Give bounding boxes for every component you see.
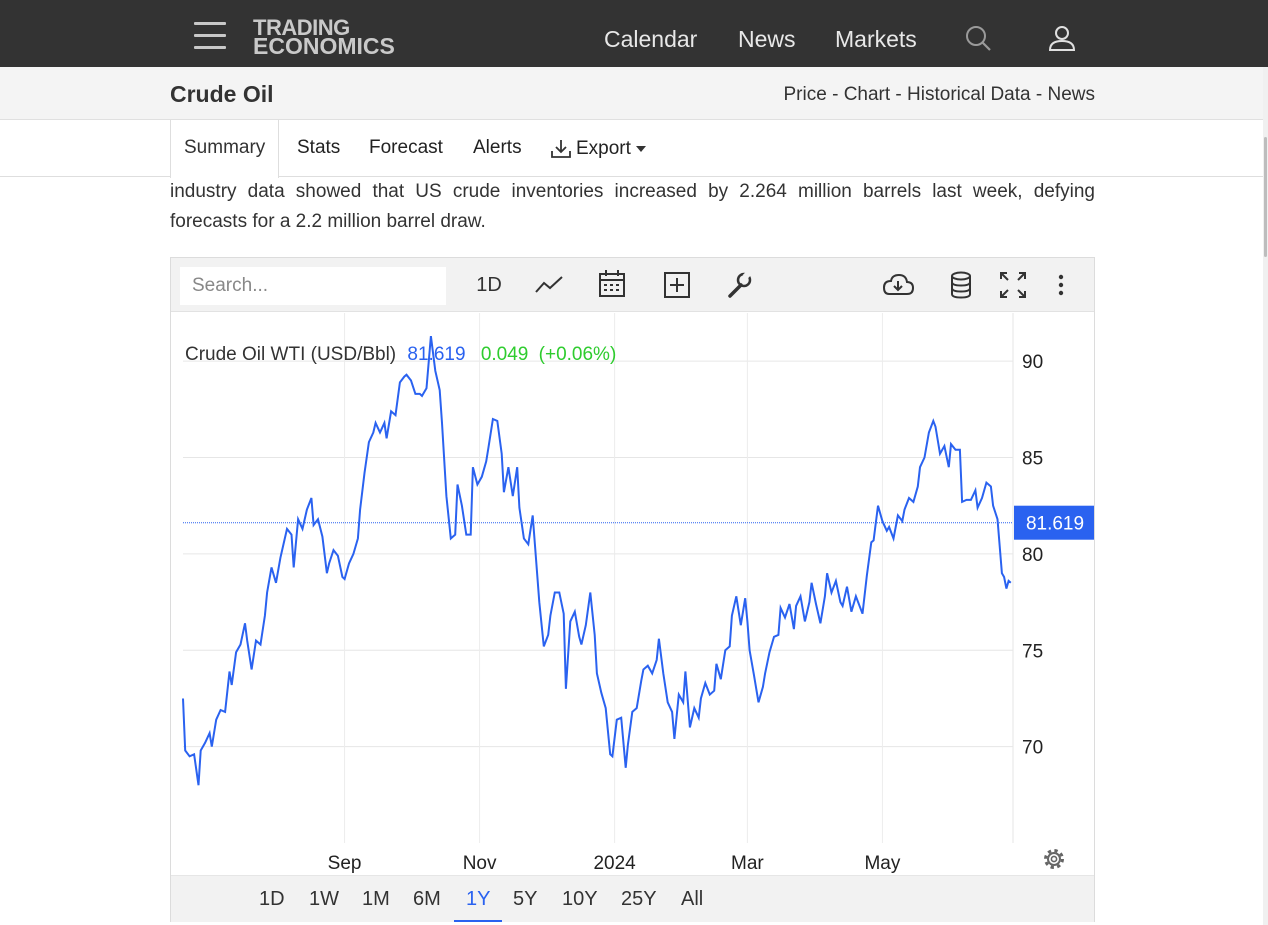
user-icon[interactable] bbox=[1047, 24, 1077, 54]
tab-export-label: Export bbox=[576, 137, 631, 159]
chart-grid bbox=[171, 313, 1014, 843]
sublink-chart[interactable]: Chart bbox=[843, 84, 891, 105]
plot-area bbox=[171, 313, 1013, 843]
sublink-news[interactable]: News bbox=[1047, 84, 1095, 105]
interval-button[interactable]: 1D bbox=[476, 273, 502, 296]
nav-link-calendar[interactable]: Calendar bbox=[604, 26, 698, 52]
article-text: industry data showed that US crude inven… bbox=[170, 181, 1095, 232]
legend-last-value: 81.619 bbox=[407, 344, 465, 365]
menu-icon[interactable] bbox=[194, 22, 226, 50]
price-tag-value: 81.619 bbox=[1026, 514, 1084, 535]
title-bar: Crude Oil Price - Chart - Historical Dat… bbox=[0, 67, 1268, 120]
range-1y[interactable]: 1Y bbox=[466, 888, 491, 910]
x-axis: Sep Nov 2024 Mar May bbox=[328, 853, 901, 874]
range-1m[interactable]: 1M bbox=[362, 888, 390, 910]
x-tick-label: Sep bbox=[328, 853, 362, 874]
separator: - bbox=[826, 84, 844, 105]
x-tick-label: Mar bbox=[731, 853, 764, 874]
logo-line-1: TRADING bbox=[253, 15, 350, 40]
x-tick-label: 2024 bbox=[593, 853, 636, 874]
trading-economics-logo[interactable]: TRADING ECONOMICS bbox=[253, 15, 395, 59]
more-vertical-icon[interactable] bbox=[1049, 268, 1073, 302]
y-tick-label: 70 bbox=[1022, 738, 1043, 759]
tab-summary[interactable]: Summary bbox=[170, 120, 280, 178]
fullscreen-icon[interactable] bbox=[998, 268, 1028, 302]
separator: - bbox=[1030, 84, 1048, 105]
chart-settings-icon[interactable] bbox=[1044, 849, 1064, 869]
chart-title: Crude Oil WTI (USD/Bbl) bbox=[185, 344, 396, 365]
tab-alerts[interactable]: Alerts bbox=[473, 137, 522, 158]
nav-link-news[interactable]: News bbox=[738, 26, 796, 52]
tab-stats[interactable]: Stats bbox=[297, 137, 341, 158]
range-all[interactable]: All bbox=[681, 888, 704, 910]
top-navbar: TRADING ECONOMICS Calendar News Markets bbox=[0, 0, 1268, 67]
x-tick-label: May bbox=[864, 853, 900, 874]
range-6m[interactable]: 6M bbox=[413, 888, 441, 910]
active-range-underline bbox=[454, 920, 502, 922]
tab-bar: Summary Stats Forecast Alerts Export bbox=[0, 120, 1268, 178]
chart-legend: Crude Oil WTI (USD/Bbl) 81.619 0.049 (+0… bbox=[185, 344, 616, 365]
sublink-price[interactable]: Price bbox=[783, 84, 827, 105]
range-selector: 1D 1W 1M 6M 1Y 5Y 10Y 25Y All bbox=[171, 875, 1094, 922]
nav-link-markets[interactable]: Markets bbox=[835, 26, 917, 52]
scrollbar-thumb[interactable] bbox=[1264, 137, 1267, 257]
range-10y[interactable]: 10Y bbox=[562, 888, 598, 910]
price-series-line bbox=[182, 335, 1012, 786]
caret-down-icon bbox=[635, 145, 646, 152]
calendar-icon[interactable] bbox=[596, 268, 628, 302]
price-tag-box bbox=[1014, 505, 1094, 540]
page-title: Crude Oil bbox=[170, 81, 274, 107]
chart-widget: 1D bbox=[170, 257, 1095, 922]
y-tick-label: 85 bbox=[1022, 449, 1043, 470]
price-tag: 81.619 bbox=[1014, 505, 1094, 540]
y-axis: 70 75 80 85 90 bbox=[1022, 352, 1043, 758]
x-tick-label: Nov bbox=[463, 853, 497, 874]
y-tick-label: 80 bbox=[1022, 545, 1043, 566]
range-1w[interactable]: 1W bbox=[309, 888, 339, 910]
add-compare-icon[interactable] bbox=[661, 268, 693, 302]
sub-navigation: Price - Chart - Historical Data - News bbox=[784, 84, 1096, 106]
download-icon bbox=[551, 139, 571, 158]
search-icon[interactable] bbox=[964, 24, 994, 54]
line-chart-icon[interactable] bbox=[533, 268, 565, 302]
separator: - bbox=[890, 84, 908, 105]
range-1d[interactable]: 1D bbox=[259, 888, 285, 910]
y-tick-label: 90 bbox=[1022, 352, 1043, 373]
database-icon[interactable] bbox=[946, 268, 976, 302]
legend-change-pct: (+0.06%) bbox=[539, 344, 617, 365]
tab-export[interactable]: Export bbox=[537, 120, 660, 177]
page-scrollbar[interactable] bbox=[1263, 67, 1268, 925]
wrench-icon[interactable] bbox=[722, 268, 754, 302]
symbol-search-input[interactable] bbox=[180, 267, 446, 305]
legend-change: 0.049 bbox=[481, 344, 529, 365]
download-cloud-icon[interactable] bbox=[881, 268, 915, 302]
tab-forecast[interactable]: Forecast bbox=[369, 137, 443, 158]
chart-toolbar: 1D bbox=[171, 258, 1094, 312]
y-tick-label: 75 bbox=[1022, 641, 1043, 662]
price-chart[interactable]: 70 75 80 85 90 Sep Nov 2024 Mar May 81.619 Crude… bbox=[171, 313, 1094, 875]
range-5y[interactable]: 5Y bbox=[513, 888, 538, 910]
logo-line-2: ECONOMICS bbox=[253, 33, 395, 59]
sublink-historical-data[interactable]: Historical Data bbox=[907, 84, 1031, 105]
range-25y[interactable]: 25Y bbox=[621, 888, 657, 910]
